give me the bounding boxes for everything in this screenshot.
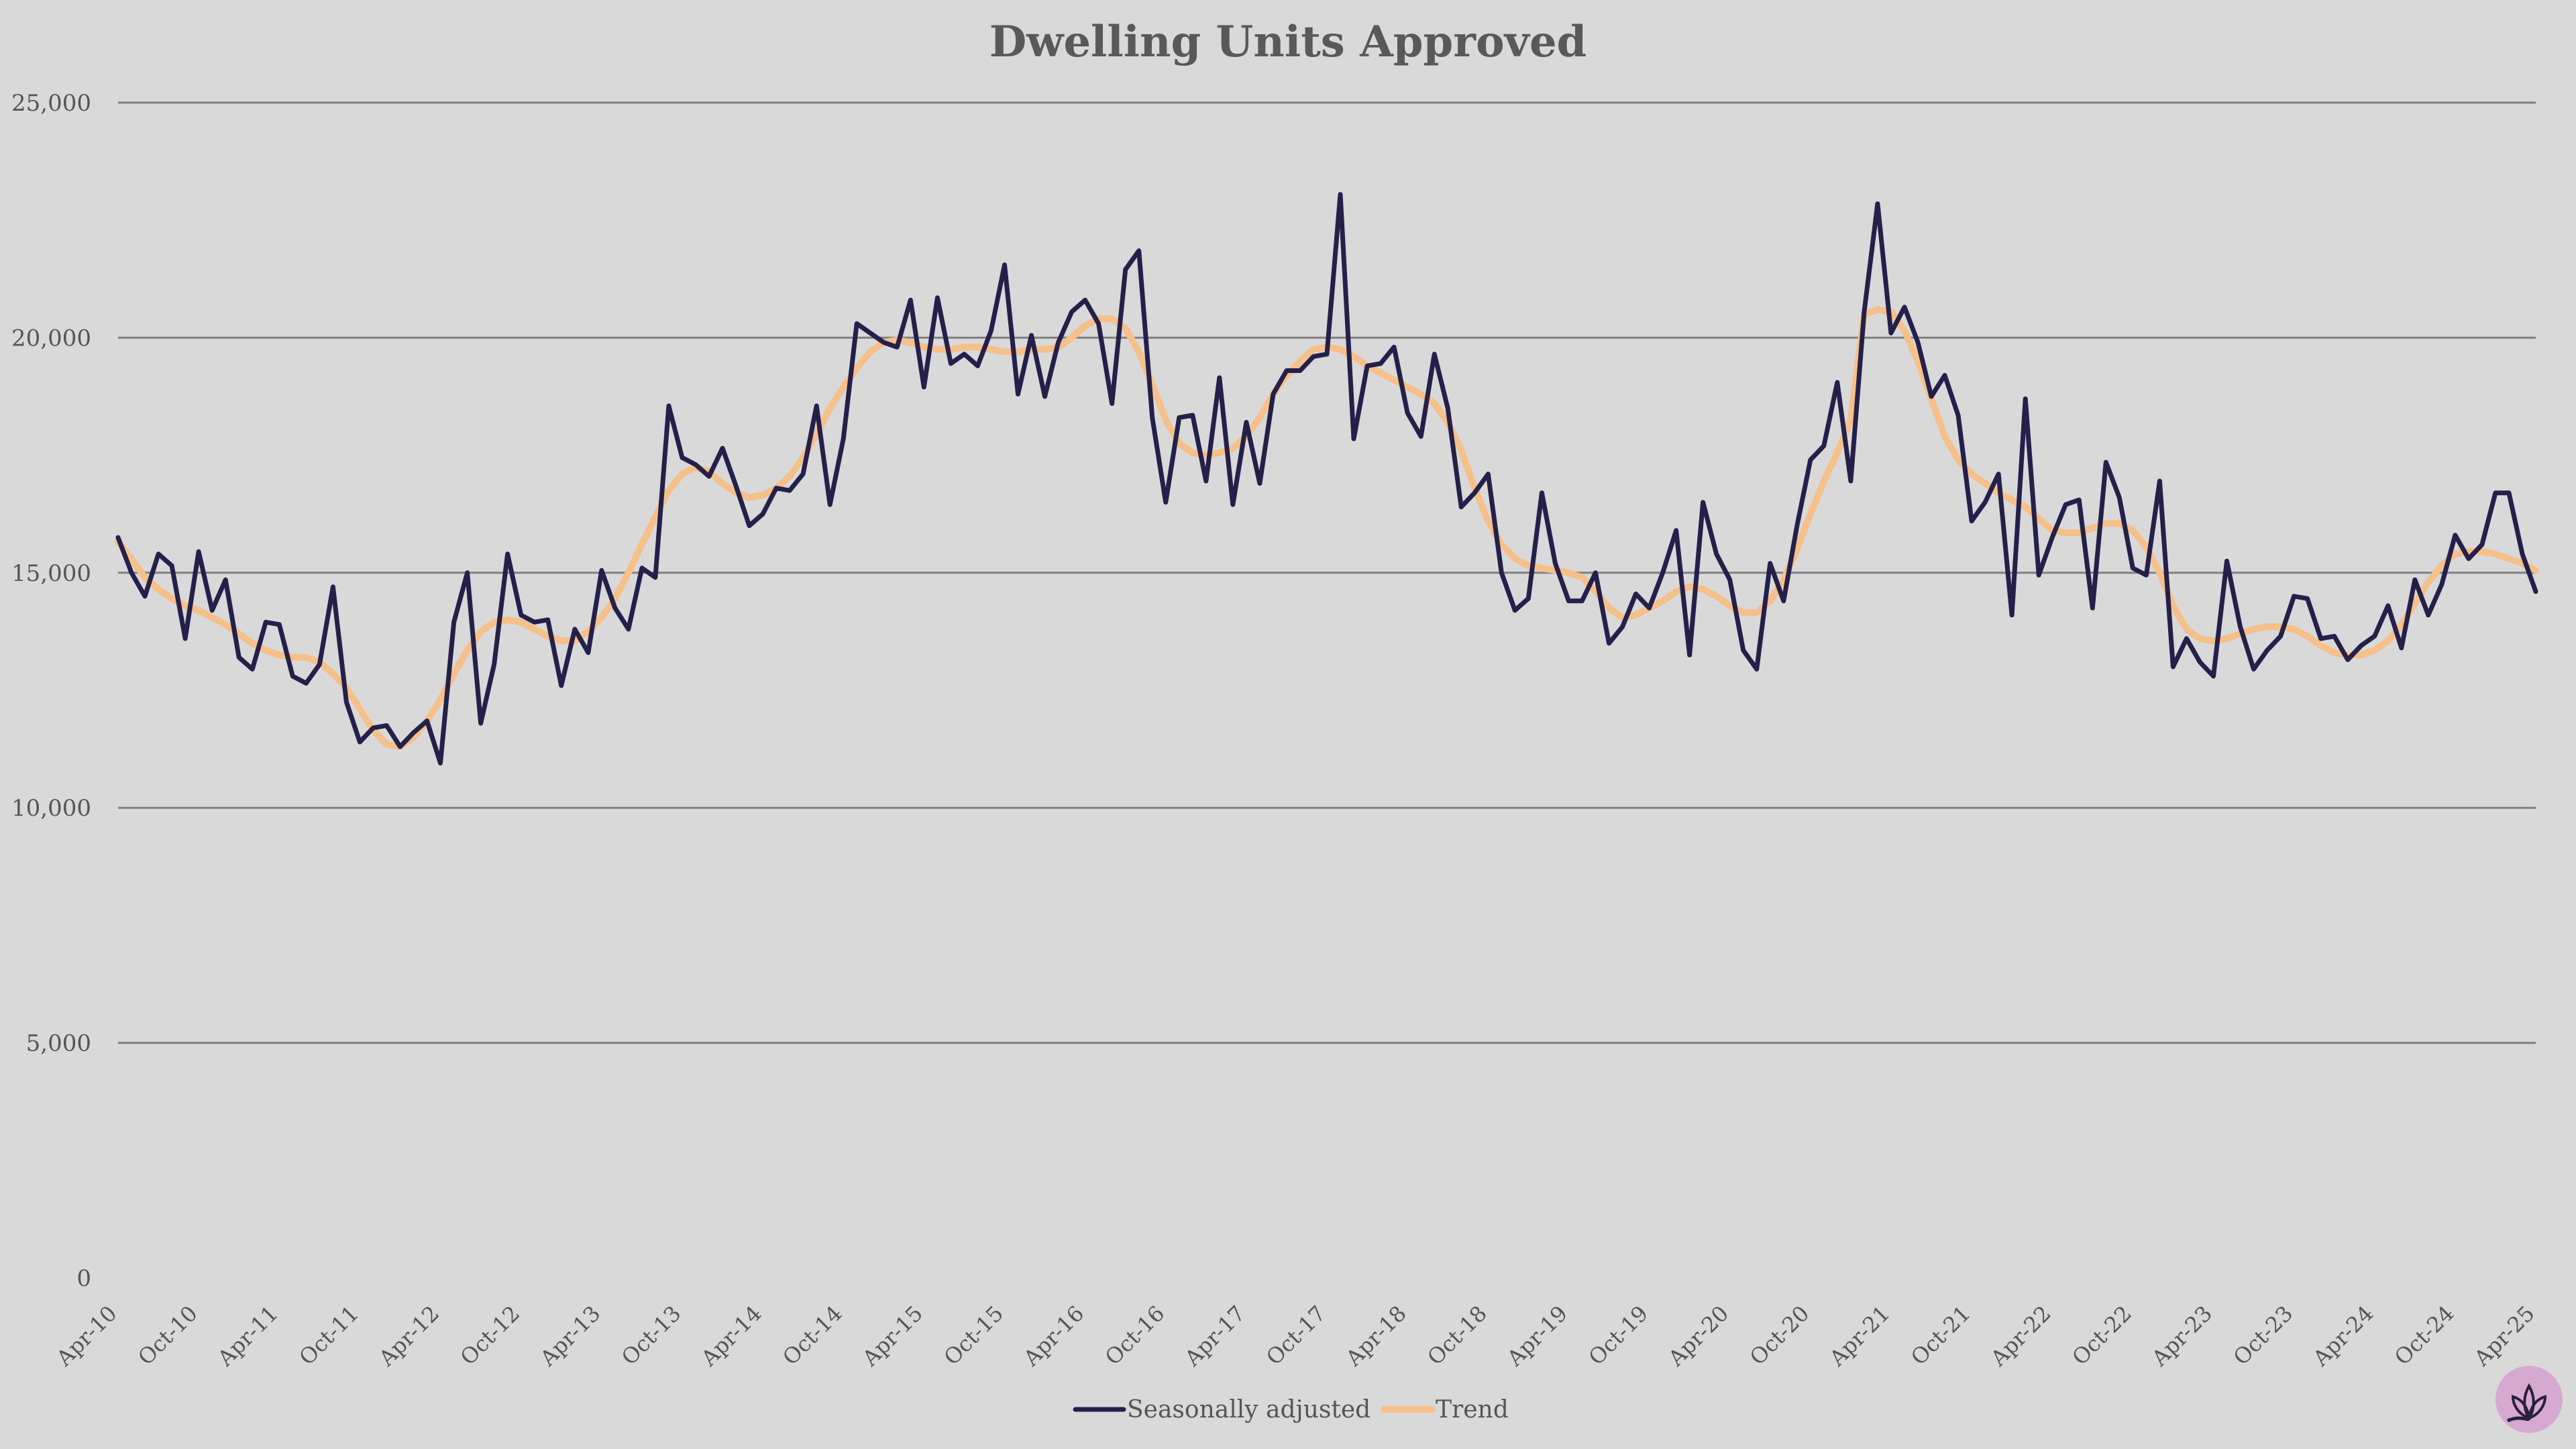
- y-tick-label: 20,000: [11, 325, 91, 352]
- trend-line: [115, 306, 2539, 751]
- x-tick-label: Oct-24: [2390, 1301, 2459, 1371]
- x-tick-label: Apr-16: [1018, 1301, 1089, 1372]
- x-tick-label: Apr-18: [1340, 1301, 1411, 1372]
- x-tick-label: Apr-22: [1985, 1301, 2056, 1372]
- legend: Seasonally adjusted Trend: [1073, 1396, 1509, 1424]
- x-tick-label: Apr-15: [857, 1301, 928, 1372]
- x-tick-label: Oct-12: [455, 1301, 525, 1371]
- x-tick-label: Oct-22: [2067, 1301, 2137, 1371]
- x-tick-label: Oct-10: [133, 1301, 203, 1371]
- seasonally-adjusted-line: [115, 192, 2538, 766]
- x-axis-tick-labels: Apr-10 Oct-10 Apr-11 Oct-11 Apr-12 Oct-12 Apr-…: [51, 1301, 2540, 1372]
- x-tick-label: Apr-20: [1663, 1301, 1734, 1372]
- y-axis-tick-labels: 0 5,000 10,000 15,000 20,000 25,000: [11, 90, 91, 1292]
- x-tick-label: Oct-21: [1906, 1301, 1976, 1371]
- x-tick-label: Oct-19: [1584, 1301, 1654, 1371]
- logo-icon: [2496, 1366, 2563, 1433]
- series-lines: [115, 192, 2539, 766]
- x-tick-label: Apr-19: [1501, 1301, 1572, 1372]
- x-tick-label: Oct-15: [938, 1301, 1008, 1371]
- x-tick-label: Oct-17: [1261, 1301, 1331, 1371]
- x-tick-label: Apr-23: [2146, 1301, 2217, 1372]
- x-tick-label: Oct-14: [777, 1301, 847, 1371]
- x-tick-label: Apr-14: [696, 1301, 767, 1372]
- x-tick-label: Apr-11: [212, 1301, 283, 1372]
- x-tick-label: Apr-17: [1179, 1301, 1250, 1372]
- x-tick-label: Apr-10: [51, 1301, 122, 1372]
- x-tick-label: Oct-11: [294, 1301, 364, 1371]
- x-tick-label: Oct-23: [2229, 1301, 2298, 1371]
- x-tick-label: Oct-18: [1422, 1301, 1492, 1371]
- x-tick-label: Apr-21: [1824, 1301, 1895, 1372]
- y-tick-label: 0: [76, 1265, 91, 1292]
- x-tick-label: Apr-24: [2308, 1301, 2379, 1372]
- x-tick-label: Oct-20: [1745, 1301, 1815, 1371]
- chart-title: Dwelling Units Approved: [989, 17, 1587, 67]
- y-tick-label: 5,000: [26, 1030, 91, 1057]
- x-tick-label: Apr-13: [535, 1301, 606, 1372]
- y-tick-label: 15,000: [11, 560, 91, 587]
- legend-trend-label: Trend: [1436, 1396, 1509, 1424]
- gridlines: [118, 101, 2536, 1044]
- x-tick-label: Oct-16: [1100, 1301, 1170, 1371]
- x-tick-label: Apr-25: [2469, 1301, 2540, 1372]
- x-tick-label: Apr-12: [374, 1301, 445, 1372]
- x-tick-label: Oct-13: [616, 1301, 686, 1371]
- y-tick-label: 25,000: [11, 90, 91, 117]
- y-tick-label: 10,000: [11, 795, 91, 822]
- legend-seasonally-adjusted-label: Seasonally adjusted: [1127, 1396, 1371, 1424]
